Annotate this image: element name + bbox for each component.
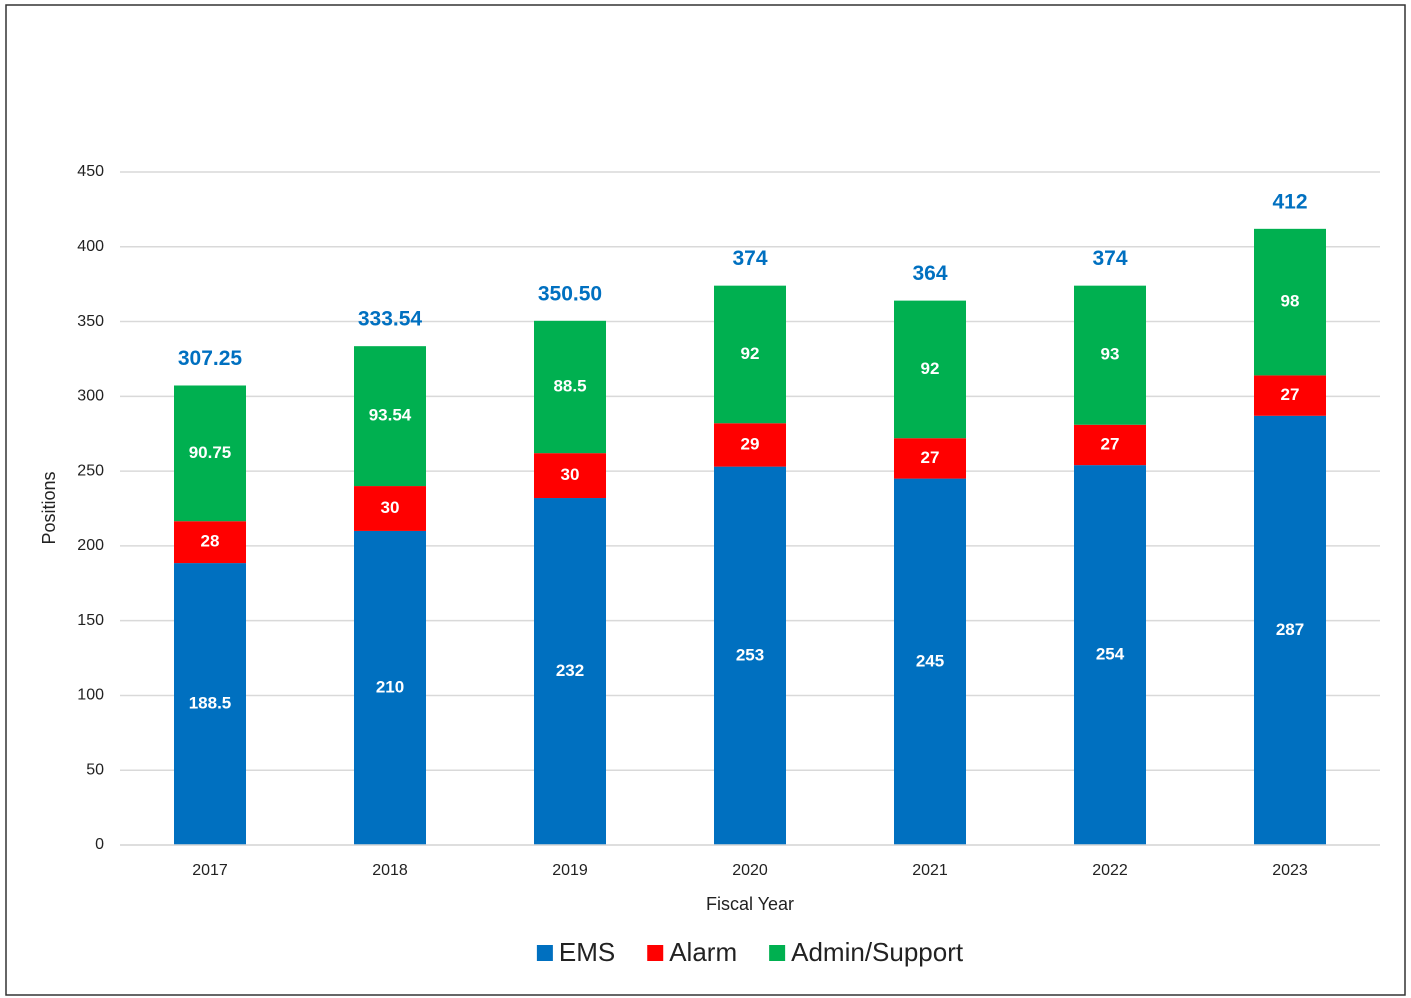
bar-segment — [714, 466, 786, 845]
bar-segment — [174, 385, 246, 522]
total-label: 374 — [732, 247, 767, 270]
data-label: 188.5 — [189, 694, 232, 713]
legend-swatch — [647, 945, 664, 961]
data-label: 245 — [916, 651, 944, 670]
x-tick-label: 2022 — [1092, 862, 1128, 879]
bar-segment — [894, 300, 966, 439]
bar-segment — [1074, 424, 1146, 466]
y-tick-label: 450 — [77, 163, 104, 180]
y-tick-label: 400 — [77, 238, 104, 255]
bar-segment — [894, 478, 966, 845]
y-axis-label: Positions — [39, 471, 59, 544]
data-label: 254 — [1096, 645, 1125, 664]
y-tick-label: 0 — [95, 836, 104, 853]
legend-label: EMS — [559, 937, 615, 967]
x-tick-label: 2023 — [1272, 862, 1308, 879]
total-label: 412 — [1272, 190, 1307, 213]
bar-segment — [1074, 465, 1146, 845]
bar-segment — [354, 530, 426, 845]
y-tick-label: 100 — [77, 687, 104, 704]
data-label: 90.75 — [189, 443, 232, 462]
data-label: 92 — [921, 359, 940, 378]
data-label: 287 — [1276, 620, 1304, 639]
y-tick-label: 250 — [77, 462, 104, 479]
x-tick-label: 2018 — [372, 862, 408, 879]
bar-segment — [354, 486, 426, 531]
y-tick-label: 200 — [77, 537, 104, 554]
bar-segment — [534, 320, 606, 454]
x-tick-label: 2019 — [552, 862, 588, 879]
data-label: 93 — [1101, 345, 1120, 364]
data-label: 92 — [741, 344, 760, 363]
data-label: 29 — [741, 434, 760, 453]
data-label: 98 — [1281, 292, 1300, 311]
bar-segment — [174, 563, 246, 845]
total-label: 364 — [912, 262, 947, 285]
data-label: 232 — [556, 661, 584, 680]
data-label: 30 — [561, 465, 580, 484]
data-label: 93.54 — [369, 406, 412, 425]
data-label: 28 — [201, 532, 220, 551]
data-label: 27 — [921, 448, 940, 467]
data-label: 27 — [1101, 434, 1120, 453]
y-tick-label: 150 — [77, 612, 104, 629]
bar-segment — [1254, 415, 1326, 845]
bar-segment — [1074, 285, 1146, 425]
bar-segment — [714, 285, 786, 424]
bar-segment — [1254, 228, 1326, 376]
data-label: 30 — [381, 498, 400, 517]
bar-segment — [354, 346, 426, 487]
y-tick-label: 50 — [86, 761, 104, 778]
bar-segment — [714, 423, 786, 467]
x-axis-label: Fiscal Year — [706, 894, 794, 914]
legend-label: Alarm — [669, 937, 737, 967]
x-tick-label: 2017 — [192, 862, 228, 879]
bar-segment — [534, 453, 606, 499]
data-label: 27 — [1281, 385, 1300, 404]
total-label: 307.25 — [178, 347, 243, 370]
x-tick-label: 2021 — [912, 862, 948, 879]
data-label: 88.5 — [553, 376, 586, 395]
total-label: 374 — [1092, 247, 1127, 270]
bar-segment — [534, 498, 606, 845]
legend-label: Admin/Support — [791, 937, 964, 967]
data-label: 253 — [736, 645, 764, 664]
bar-segment — [1254, 375, 1326, 416]
legend-swatch — [536, 945, 553, 961]
y-tick-label: 300 — [77, 388, 104, 405]
total-label: 350.50 — [538, 282, 602, 305]
bar-segment — [894, 438, 966, 479]
legend-swatch — [769, 945, 786, 961]
x-tick-label: 2020 — [732, 862, 768, 879]
total-label: 333.54 — [358, 308, 423, 331]
y-tick-label: 350 — [77, 313, 104, 330]
bar-segment — [174, 521, 246, 564]
data-label: 210 — [376, 677, 404, 696]
